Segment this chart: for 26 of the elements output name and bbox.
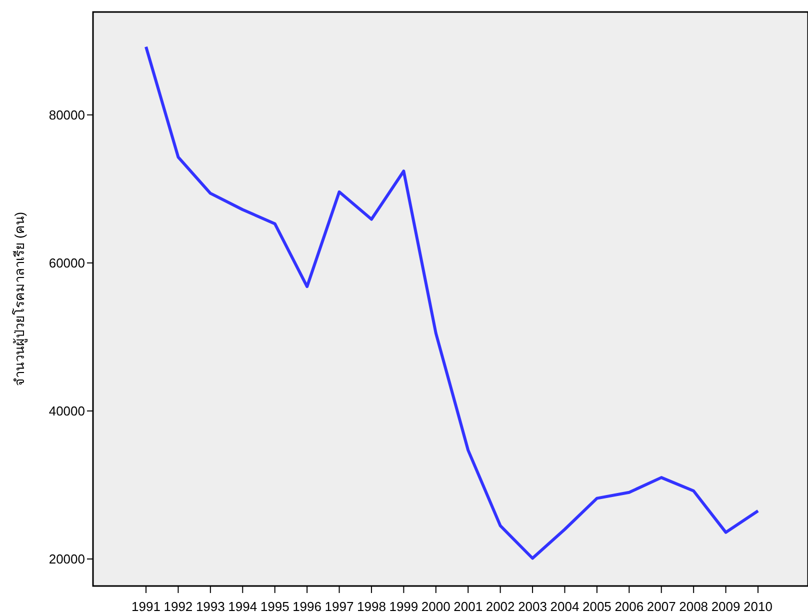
x-tick-label: 2004 xyxy=(550,599,580,614)
x-tick-label: 1993 xyxy=(196,599,225,614)
y-tick-label: 80000 xyxy=(48,107,85,122)
x-tick-label: 2001 xyxy=(454,599,483,614)
x-tick-label: 2008 xyxy=(679,599,708,614)
y-tick-label: 20000 xyxy=(48,551,85,566)
x-tick-label: 2007 xyxy=(646,599,676,614)
x-tick-label: 1995 xyxy=(260,599,290,614)
x-tick-label: 1999 xyxy=(389,599,418,614)
x-tick-label: 2009 xyxy=(711,599,740,614)
x-tick-label: 1997 xyxy=(324,599,354,614)
x-tick-label: 1996 xyxy=(292,599,322,614)
y-tick-label: 40000 xyxy=(48,403,85,418)
x-tick-label: 1991 xyxy=(132,599,160,614)
x-tick-label: 2000 xyxy=(421,599,450,614)
x-tick-label: 2002 xyxy=(486,599,515,614)
x-tick-label: 1994 xyxy=(228,599,258,614)
x-tick-label: 2010 xyxy=(744,599,772,614)
line-series xyxy=(144,45,760,560)
x-tick-label: 1998 xyxy=(357,599,386,614)
x-tick-label: 2006 xyxy=(614,599,644,614)
x-tick-label: 2003 xyxy=(518,599,547,614)
y-tick-label: 60000 xyxy=(48,255,85,270)
x-tick-label: 1992 xyxy=(164,599,193,614)
y-axis-title: จำนวนผู้ป่วยโรคมาลาเรีย (คน) xyxy=(12,212,28,386)
x-tick-label: 2005 xyxy=(582,599,612,614)
